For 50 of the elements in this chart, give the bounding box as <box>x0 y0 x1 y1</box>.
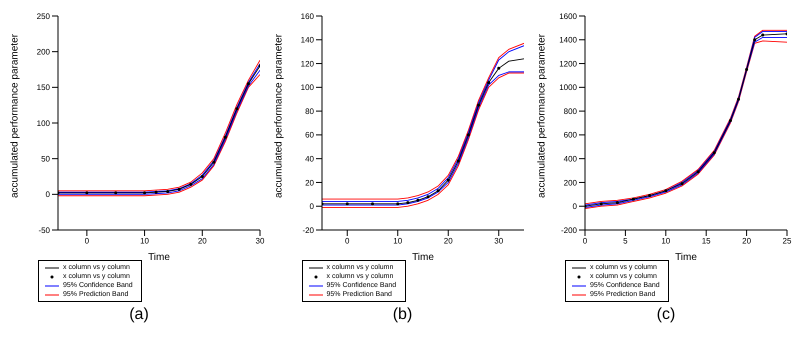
text: (a) <box>128 306 150 324</box>
x-tick-label: 0 <box>582 236 588 246</box>
y-tick-label: 60 <box>304 130 314 140</box>
y-tick-label: -200 <box>560 226 578 235</box>
x-tick-label: 25 <box>782 236 792 246</box>
x-axis-title: Time <box>675 252 698 263</box>
x-tick-label: 0 <box>344 236 350 246</box>
y-tick-label: 120 <box>300 59 314 68</box>
y-tick-label: 150 <box>36 83 51 92</box>
x-axis-title: Time <box>412 252 434 263</box>
x-tick-label: 10 <box>140 236 150 246</box>
y-tick-label: 800 <box>564 106 578 116</box>
y-tick-label: 1000 <box>559 83 578 92</box>
x-tick-label: 30 <box>256 236 265 246</box>
x-tick-label: 10 <box>661 236 671 246</box>
y-tick-label: 50 <box>41 154 51 164</box>
y-axis-title: accumulated performance parameter <box>273 33 284 198</box>
y-tick-label: 0 <box>46 190 51 200</box>
x-axis-title: Time <box>148 252 170 263</box>
y-tick-label: 1200 <box>559 59 578 68</box>
y-tick-label: 0 <box>572 202 578 212</box>
x-tick-label: 10 <box>392 236 402 246</box>
text: (b) <box>392 306 414 324</box>
text: (c) <box>656 306 676 324</box>
x-tick-label: 20 <box>742 236 752 246</box>
y-tick-label: -50 <box>38 226 51 235</box>
y-tick-label: 100 <box>36 118 51 128</box>
y-tick-label: 400 <box>564 154 578 164</box>
y-tick-label: 0 <box>309 202 314 212</box>
y-tick-label: 140 <box>300 36 314 45</box>
y-tick-label: 80 <box>304 106 314 116</box>
y-tick-label: -20 <box>302 226 314 235</box>
x-tick-label: 0 <box>84 236 90 246</box>
y-axis-title: accumulated performance parameter <box>536 33 548 198</box>
y-tick-label: 1600 <box>559 12 578 21</box>
x-tick-label: 5 <box>623 236 628 246</box>
y-tick-label: 200 <box>36 48 51 57</box>
x-tick-label: 20 <box>198 236 208 246</box>
y-tick-label: 250 <box>36 12 51 21</box>
y-tick-label: 100 <box>300 83 314 92</box>
y-axis-title: accumulated performance parameter <box>10 33 21 198</box>
y-tick-label: 1400 <box>559 36 578 45</box>
x-tick-label: 15 <box>702 236 712 246</box>
y-tick-label: 20 <box>304 178 314 188</box>
x-tick-label: 20 <box>443 236 453 246</box>
y-tick-label: 600 <box>564 130 578 140</box>
y-tick-label: 200 <box>564 178 578 188</box>
y-tick-label: 40 <box>304 154 314 164</box>
x-tick-label: 30 <box>494 236 504 246</box>
y-tick-label: 160 <box>300 12 314 21</box>
